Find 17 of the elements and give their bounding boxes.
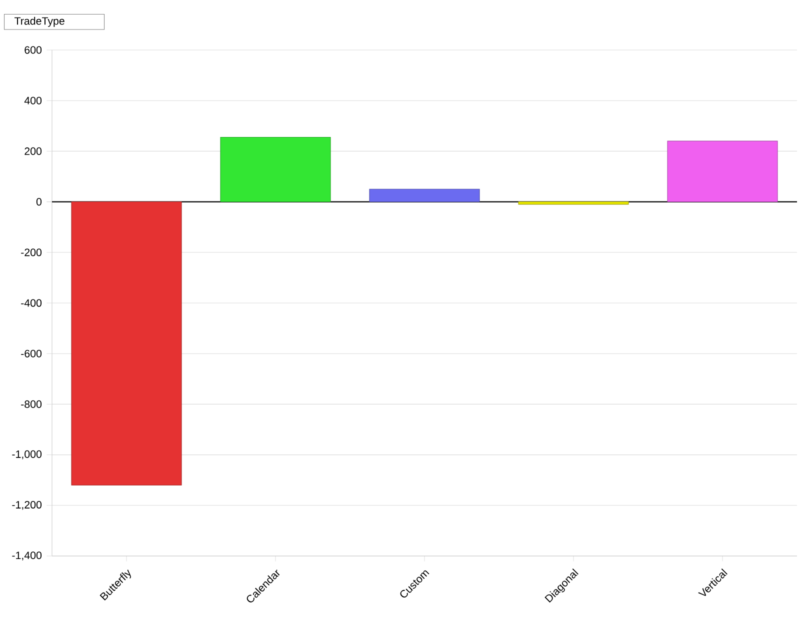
bar [369,188,480,202]
y-tick-label: -1,200 [12,500,42,510]
y-tick-label: 600 [24,46,42,54]
bar [71,202,182,486]
y-tick-label: -200 [21,248,42,256]
bar [220,137,331,202]
y-tick-label: -800 [21,400,42,408]
y-tick-label: -1,400 [12,552,42,560]
bar [667,140,778,202]
y-tick-label: 200 [24,147,42,155]
y-tick-label: 400 [24,96,42,104]
y-tick-label: -1,000 [12,450,42,460]
chart-title: TradeType [14,16,64,27]
bar [518,202,629,205]
y-tick-label: -400 [21,299,42,307]
y-tick-label: -600 [21,350,42,358]
y-tick-label: 0 [36,198,42,206]
